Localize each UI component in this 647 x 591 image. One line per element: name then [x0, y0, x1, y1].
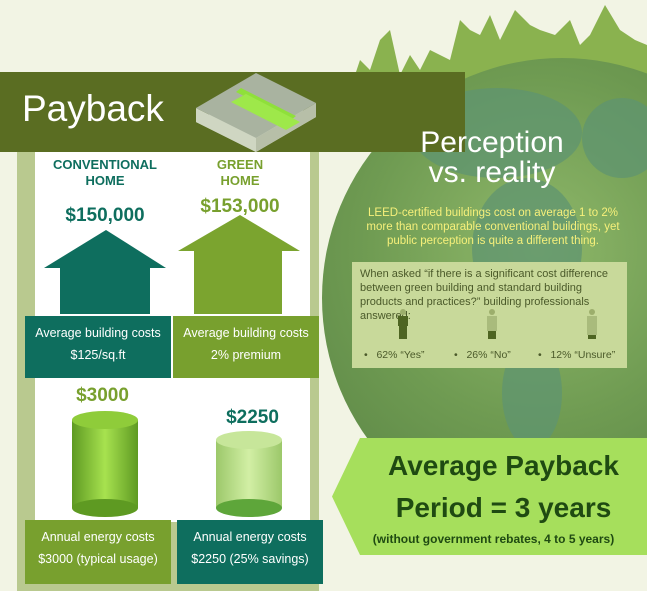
answer-unsure: • 12% “Unsure” — [538, 349, 616, 361]
answer-no: • 26% “No” — [454, 349, 511, 361]
conventional-home-title: CONVENTIONAL HOME — [53, 157, 157, 188]
green-price: $153,000 — [200, 196, 280, 217]
survey-question: When asked “if there is a significant co… — [360, 268, 609, 322]
green-energy-value: $2250 — [226, 407, 279, 428]
person-unsure-icon — [587, 309, 597, 339]
payback-note: (without government rebates, 4 to 5 year… — [372, 532, 615, 546]
green-energy-cost-card: Annual energy costs $2250 (25% savings) — [177, 520, 323, 584]
average-payback-callout — [332, 438, 647, 555]
perception-text: LEED-certified buildings cost on average… — [366, 207, 620, 247]
green-house-icon — [178, 215, 300, 314]
page-title: Payback — [22, 88, 164, 129]
survey-box: When asked “if there is a significant co… — [352, 262, 627, 368]
person-no-icon — [487, 309, 497, 339]
conventional-house-icon — [44, 230, 166, 314]
conventional-building-cost-card: Average building costs $125/sq.ft — [25, 316, 171, 378]
payback-line2: Period = 3 years — [395, 492, 612, 523]
green-energy-cylinder — [216, 431, 282, 517]
money-stack-icon — [196, 73, 316, 152]
green-building-cost-card: Average building costs 2% premium — [173, 316, 319, 378]
green-home-title: GREEN HOME — [216, 157, 264, 188]
conventional-price: $150,000 — [65, 205, 145, 226]
person-yes-icon — [398, 309, 408, 339]
payback-line1: Average Payback — [388, 450, 619, 481]
conventional-energy-cost-card: Annual energy costs $3000 (typical usage) — [25, 520, 171, 584]
conventional-energy-value: $3000 — [76, 385, 129, 406]
answer-yes: • 62% “Yes” — [364, 349, 425, 361]
conventional-energy-cylinder — [72, 411, 138, 517]
perception-title: Perception vs. reality — [420, 126, 564, 189]
